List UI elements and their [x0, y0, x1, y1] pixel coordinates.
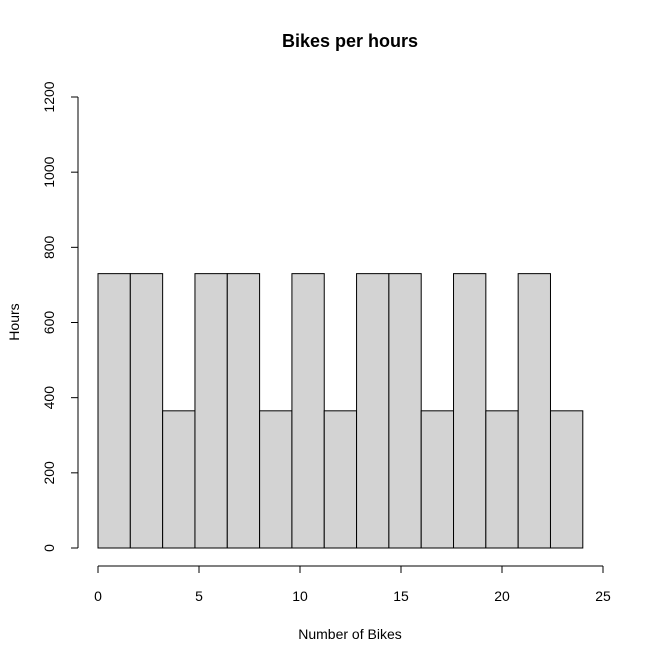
histogram-bar	[259, 410, 293, 549]
x-tick-label: 20	[494, 588, 510, 604]
histogram-bar	[485, 410, 519, 549]
bars-group	[97, 273, 584, 549]
y-tick-label: 0	[41, 544, 57, 552]
histogram-bar	[194, 273, 228, 549]
histogram-bar	[420, 410, 455, 549]
y-axis-label: Hours	[6, 303, 22, 340]
histogram-bar	[97, 273, 131, 549]
x-tick-label: 10	[292, 588, 308, 604]
histogram-bar	[549, 410, 584, 549]
histogram-bar	[323, 410, 358, 549]
x-axis-label: Number of Bikes	[298, 626, 401, 642]
histogram-bar	[517, 273, 551, 549]
y-tick-label: 1200	[41, 81, 57, 112]
x-tick-label: 25	[595, 588, 611, 604]
histogram-bar	[226, 273, 261, 549]
y-tick-label: 600	[41, 311, 57, 335]
y-tick-label: 400	[41, 386, 57, 410]
y-tick-label: 200	[41, 461, 57, 485]
histogram-bar	[388, 273, 422, 549]
x-tick-label: 15	[393, 588, 409, 604]
x-tick-label: 5	[195, 588, 203, 604]
y-tick-label: 800	[41, 235, 57, 259]
x-axis: 0 5 10 15 20 25	[94, 565, 611, 604]
histogram-bar	[162, 410, 196, 549]
y-tick-label: 1000	[41, 156, 57, 187]
y-axis: 0 200 400 600 800 1000 1200	[41, 81, 79, 552]
histogram-bar	[453, 273, 487, 549]
histogram-bar	[356, 273, 390, 549]
x-tick-label: 0	[94, 588, 102, 604]
histogram-bar	[291, 273, 325, 549]
histogram-bar	[129, 273, 164, 549]
chart-title: Bikes per hours	[282, 31, 418, 51]
